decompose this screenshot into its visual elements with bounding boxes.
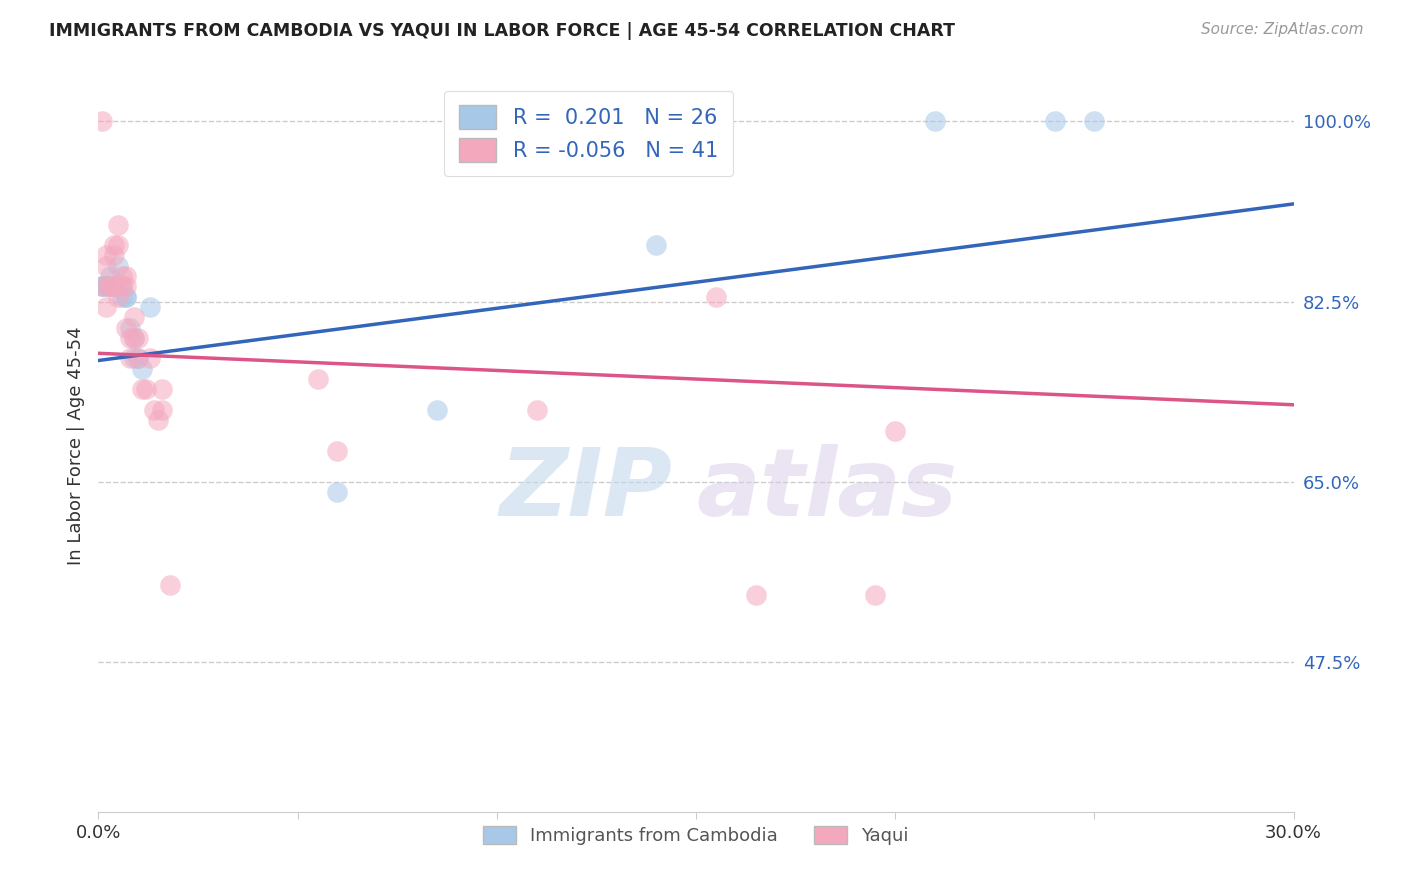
Point	[124, 351, 146, 366]
Point	[924, 114, 946, 128]
Point	[103, 248, 125, 262]
Point	[96, 259, 118, 273]
Point	[148, 413, 170, 427]
Point	[124, 331, 146, 345]
Point	[139, 300, 162, 314]
Text: IMMIGRANTS FROM CAMBODIA VS YAQUI IN LABOR FORCE | AGE 45-54 CORRELATION CHART: IMMIGRANTS FROM CAMBODIA VS YAQUI IN LAB…	[49, 22, 955, 40]
Point	[150, 382, 173, 396]
Point	[91, 114, 114, 128]
Point	[745, 588, 768, 602]
Text: Source: ZipAtlas.com: Source: ZipAtlas.com	[1201, 22, 1364, 37]
Point	[96, 279, 118, 293]
Point	[96, 279, 118, 293]
Point	[120, 351, 142, 366]
Point	[326, 485, 349, 500]
Point	[1083, 114, 1105, 128]
Point	[865, 588, 887, 602]
Point	[139, 351, 162, 366]
Point	[107, 218, 129, 232]
Point	[96, 300, 118, 314]
Point	[98, 279, 122, 293]
Point	[127, 331, 149, 345]
Point	[115, 268, 138, 283]
Point	[111, 279, 134, 293]
Point	[326, 444, 349, 458]
Point	[150, 403, 173, 417]
Point	[120, 331, 142, 345]
Point	[115, 290, 138, 304]
Point	[98, 268, 122, 283]
Point	[91, 279, 114, 293]
Point	[124, 331, 146, 345]
Point	[91, 279, 114, 293]
Point	[645, 238, 668, 252]
Point	[103, 279, 125, 293]
Point	[124, 310, 146, 325]
Point	[103, 279, 125, 293]
Point	[307, 372, 329, 386]
Point	[884, 424, 907, 438]
Point	[135, 382, 157, 396]
Point	[111, 279, 134, 293]
Point	[120, 320, 142, 334]
Y-axis label: In Labor Force | Age 45-54: In Labor Force | Age 45-54	[66, 326, 84, 566]
Point	[115, 279, 138, 293]
Point	[115, 320, 138, 334]
Text: ZIP: ZIP	[499, 444, 672, 536]
Point	[107, 238, 129, 252]
Point	[111, 290, 134, 304]
Point	[704, 290, 727, 304]
Point	[98, 279, 122, 293]
Point	[107, 290, 129, 304]
Point	[91, 279, 114, 293]
Point	[98, 279, 122, 293]
Text: atlas: atlas	[696, 444, 957, 536]
Point	[426, 403, 449, 417]
Point	[127, 351, 149, 366]
Point	[103, 238, 125, 252]
Point	[1043, 114, 1066, 128]
Point	[143, 403, 166, 417]
Point	[131, 382, 153, 396]
Point	[159, 578, 181, 592]
Point	[103, 279, 125, 293]
Point	[96, 248, 118, 262]
Point	[526, 403, 548, 417]
Point	[127, 351, 149, 366]
Point	[115, 290, 138, 304]
Point	[131, 361, 153, 376]
Point	[107, 259, 129, 273]
Point	[98, 279, 122, 293]
Legend: Immigrants from Cambodia, Yaqui: Immigrants from Cambodia, Yaqui	[474, 816, 918, 854]
Point	[111, 268, 134, 283]
